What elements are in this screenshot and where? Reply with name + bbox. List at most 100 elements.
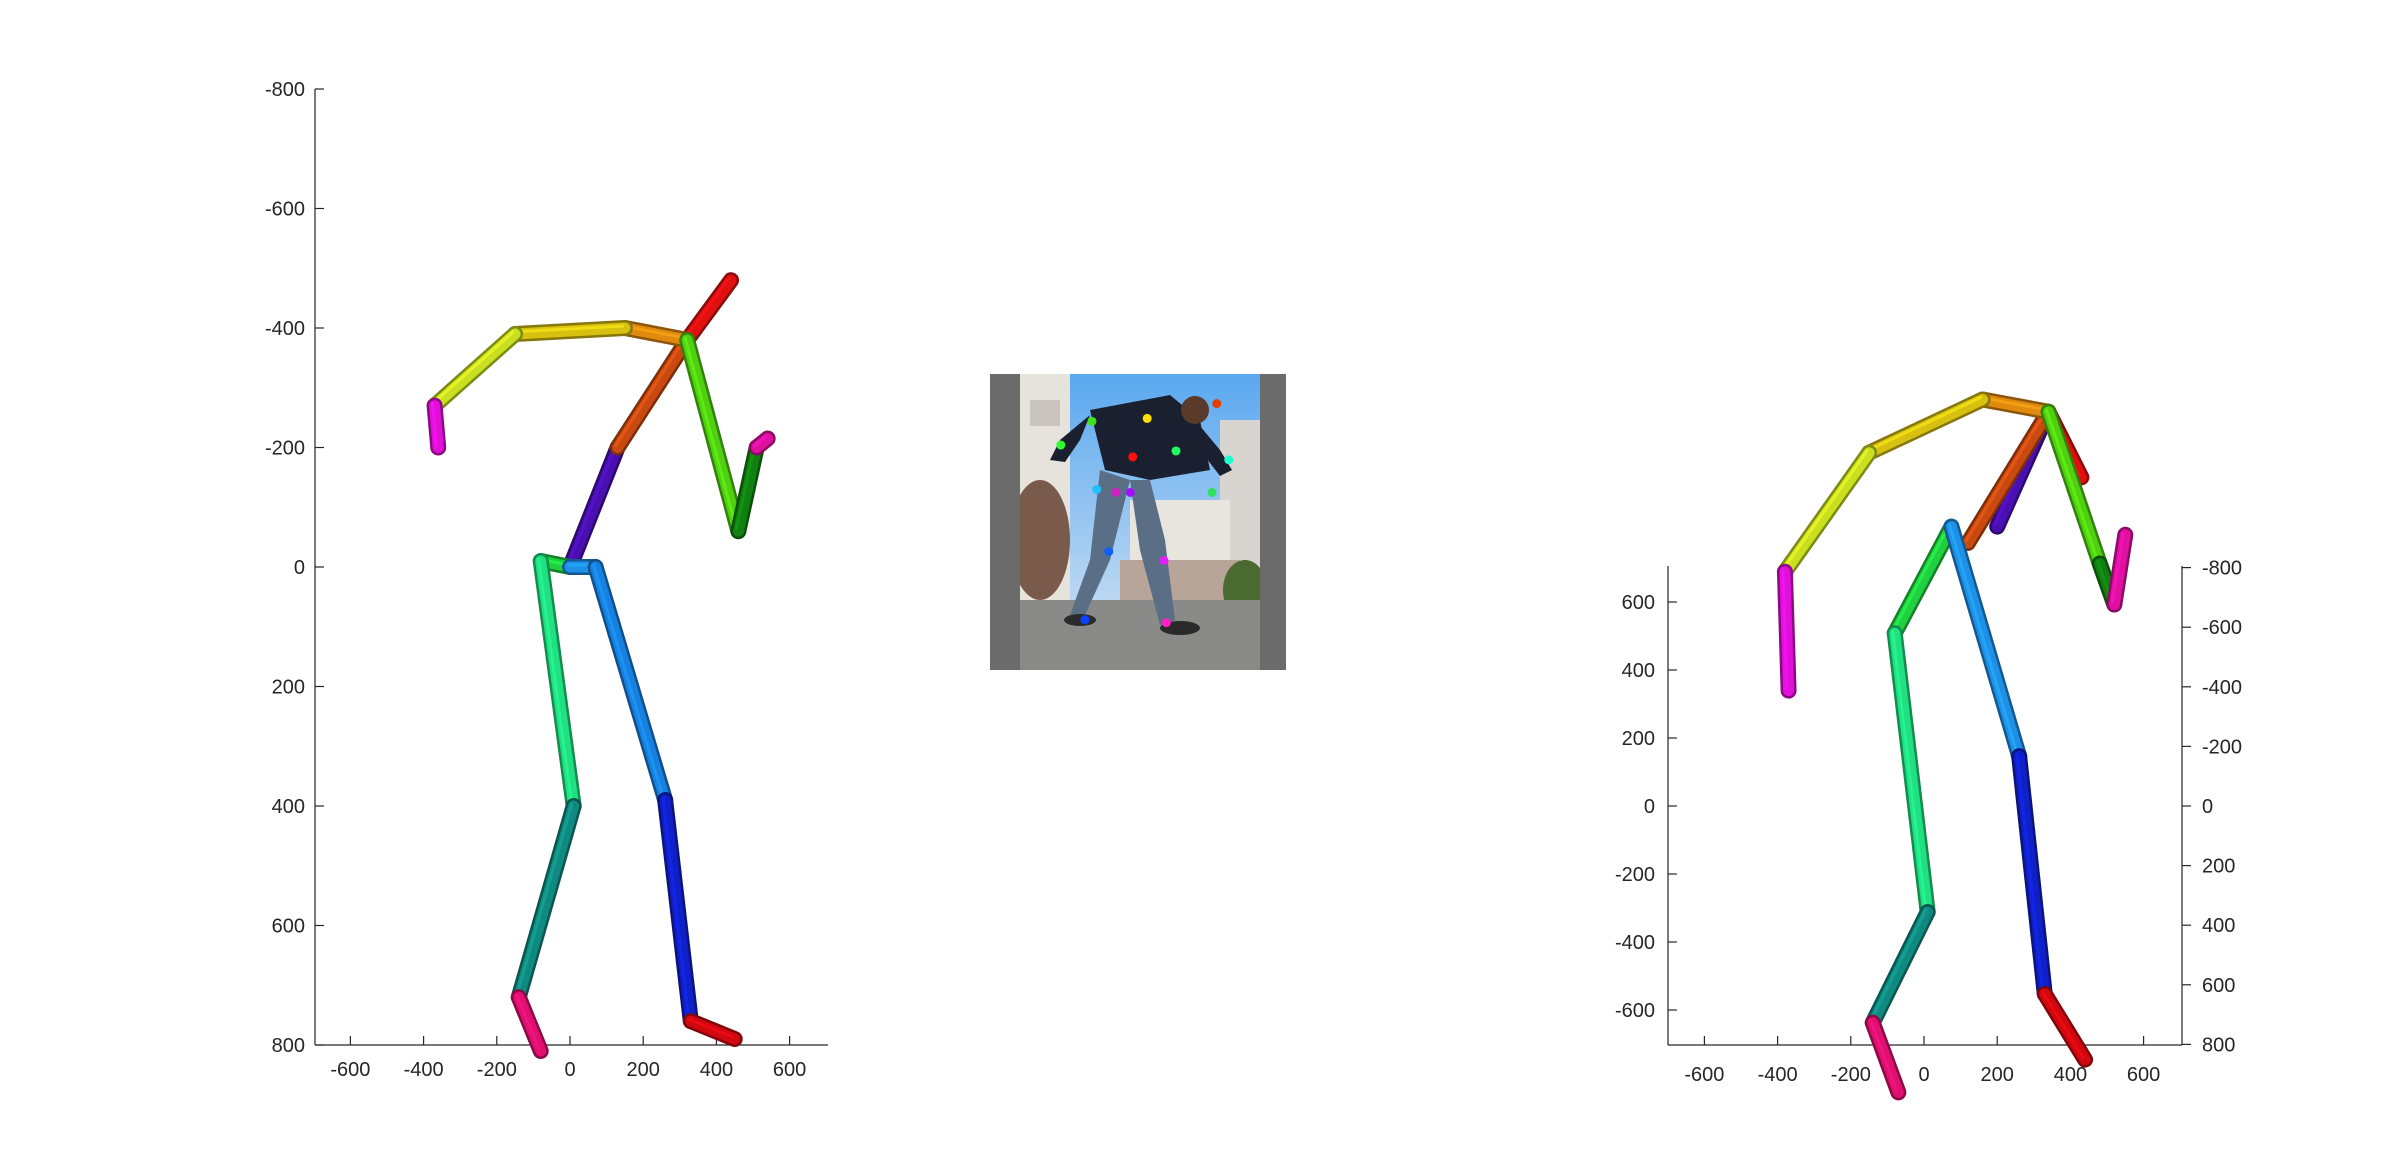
perspective-view-axes: -600 -400 -200 0 200 400 600 600 400 200 0 -200 -400…	[1615, 558, 2242, 1086]
front-bone-right-foot	[682, 1013, 743, 1048]
right-right-y-tick-label: -400	[2202, 677, 2242, 699]
perspective-bone-left-foot	[1864, 1014, 1907, 1101]
photo-tree-left	[1020, 480, 1070, 600]
right-left-y-tick-label: -600	[1615, 1000, 1655, 1022]
photo-keypoints	[1056, 399, 1234, 628]
photo-arm-left	[1050, 415, 1090, 462]
left-y-tick-label: 400	[272, 796, 305, 818]
front-bone-neck	[609, 331, 696, 456]
photo-road	[1020, 600, 1260, 670]
photo-content	[1020, 374, 1260, 670]
perspective-bone-right-shin	[2011, 748, 2053, 1002]
perspective-bone-left-hand	[1776, 563, 1797, 699]
left-x-tick-label: 0	[564, 1059, 575, 1081]
right-right-y-tick-label: 400	[2202, 915, 2235, 937]
left-x-tick-label: 600	[773, 1059, 806, 1081]
left-y-tick-label: 200	[272, 677, 305, 699]
right-right-y-tick-label: 0	[2202, 796, 2213, 818]
front-bone-right-forearm	[730, 439, 765, 540]
front-bone-left-hand	[426, 397, 447, 456]
front-bone-right-upper-arm	[679, 331, 747, 540]
right-right-y-tick-label: 800	[2202, 1034, 2235, 1056]
front-bone-left-shoulder	[616, 320, 696, 348]
left-y-tick-label: -200	[265, 438, 305, 460]
left-y-tick-label: 0	[294, 557, 305, 579]
perspective-view-skeleton	[1776, 391, 2134, 1101]
keypoint-right-hand	[1207, 487, 1217, 497]
perspective-bone-hip-left	[1886, 518, 1960, 642]
front-view-chart: -600 -400 -200 0 200 400 600 -800 -600 -400 -200 0 2…	[265, 79, 828, 1081]
front-bone-head	[679, 272, 740, 348]
left-y-tick-label: -800	[265, 79, 305, 101]
perspective-bone-right-upper-arm	[2040, 403, 2108, 572]
front-view-axes: -600 -400 -200 0 200 400 600 -800 -600 -400 -200 0 2…	[265, 79, 828, 1081]
right-x-tick-label: -400	[1758, 1064, 1798, 1086]
left-x-tick-label: 400	[700, 1059, 733, 1081]
left-x-tick-label: 200	[627, 1059, 660, 1081]
keypoint-chest	[1128, 452, 1138, 462]
photo-head	[1181, 396, 1209, 424]
keypoint-right-hip	[1125, 487, 1135, 497]
right-left-y-tick-label: 400	[1622, 660, 1655, 682]
front-bone-right-shin	[657, 792, 699, 1030]
left-x-tick-label: -200	[477, 1059, 517, 1081]
perspective-bone-neck	[1959, 403, 2057, 551]
keypoint-right-ankle	[1161, 618, 1171, 628]
left-y-tick-label: 800	[272, 1035, 305, 1057]
keypoint-left-hip	[1092, 484, 1102, 494]
perspective-bone-left-forearm	[1776, 444, 1878, 580]
photo-shoe-left	[1064, 614, 1096, 626]
right-right-y-tick-label: -800	[2202, 558, 2242, 580]
front-bone-torso-upper	[562, 439, 626, 575]
perspective-bone-left-upper-arm	[1861, 391, 1991, 461]
perspective-bone-left-shoulder	[1974, 391, 2057, 420]
keypoint-right-knee	[1159, 555, 1169, 565]
photo-leg-left	[1070, 470, 1130, 615]
right-left-y-tick-label: 600	[1622, 592, 1655, 614]
keypoint-left-shoulder	[1087, 416, 1097, 426]
keypoint-right-shoulder	[1171, 446, 1181, 456]
front-bone-right-thigh	[587, 559, 674, 809]
right-left-y-tick-label: 0	[1644, 796, 1655, 818]
perspective-view-chart: -600 -400 -200 0 200 400 600 600 400 200 0 -200 -400…	[1615, 391, 2242, 1101]
photo-window	[1030, 400, 1060, 426]
keypoint-pelvis	[1111, 487, 1121, 497]
keypoint-left-ankle	[1080, 615, 1090, 625]
perspective-bone-hip-right	[1943, 518, 2028, 765]
left-y-tick-label: -600	[265, 199, 305, 221]
right-x-tick-label: 0	[1918, 1064, 1929, 1086]
left-x-tick-label: -600	[330, 1059, 370, 1081]
left-y-tick-label: -400	[265, 318, 305, 340]
keypoint-left-knee	[1104, 547, 1114, 557]
perspective-bone-right-foot	[2036, 986, 2094, 1068]
keypoint-right-wrist	[1224, 455, 1234, 465]
front-bone-right-hand	[748, 430, 776, 456]
input-photo	[990, 374, 1286, 670]
keypoint-head-top	[1212, 399, 1222, 409]
photo-arm-right	[1195, 420, 1232, 476]
right-x-tick-label: 200	[1981, 1064, 2014, 1086]
keypoint-neck	[1142, 413, 1152, 423]
right-right-y-tick-label: 200	[2202, 856, 2235, 878]
right-left-y-tick-label: -400	[1615, 932, 1655, 954]
right-right-y-tick-label: -600	[2202, 617, 2242, 639]
perspective-bone-left-shin	[1864, 904, 1936, 1031]
right-left-y-tick-label: 200	[1622, 728, 1655, 750]
right-right-y-tick-label: 600	[2202, 975, 2235, 997]
right-left-y-tick-label: -200	[1615, 864, 1655, 886]
perspective-bone-right-hand	[2106, 526, 2134, 613]
front-view-skeleton	[426, 272, 776, 1059]
right-x-tick-label: 400	[2054, 1064, 2087, 1086]
left-x-tick-label: -400	[404, 1059, 444, 1081]
front-bone-left-foot	[510, 989, 549, 1059]
keypoint-left-elbow	[1056, 440, 1066, 450]
left-y-tick-label: 600	[272, 916, 305, 938]
perspective-bone-left-thigh	[1886, 625, 1936, 920]
photo-leg-right	[1130, 480, 1175, 625]
front-bone-left-upper-arm	[507, 320, 633, 342]
right-right-y-tick-label: -200	[2202, 736, 2242, 758]
front-bone-left-shin	[510, 798, 582, 1006]
front-bone-left-forearm	[426, 325, 524, 414]
right-x-tick-label: -600	[1684, 1064, 1724, 1086]
